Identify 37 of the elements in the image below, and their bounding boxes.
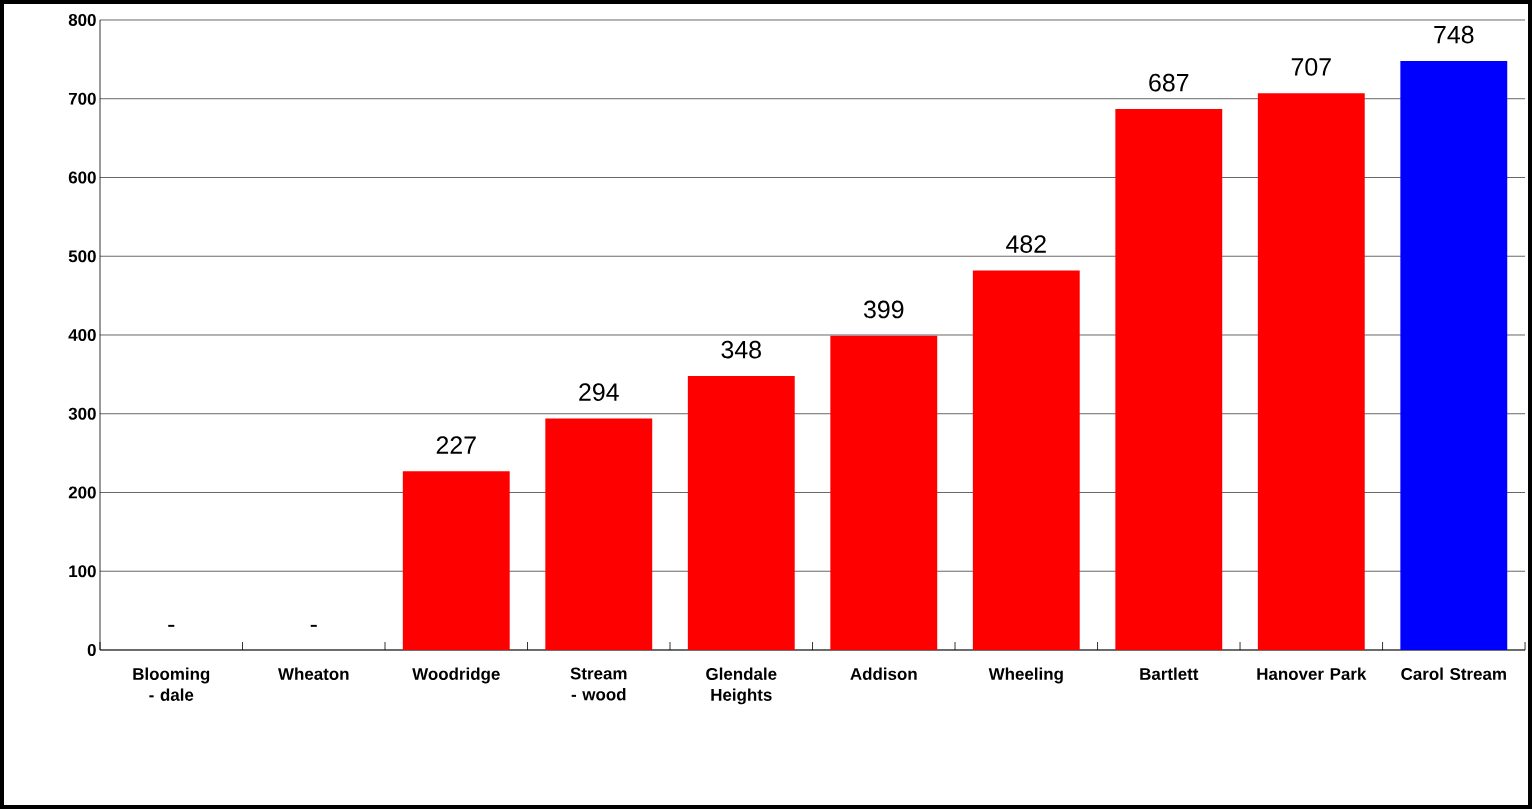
x-tick-label: Woodridge — [412, 667, 500, 684]
bar — [1257, 93, 1365, 650]
y-tick-label: 0 — [87, 644, 96, 656]
data-label: 687 — [1149, 73, 1189, 92]
data-label: 748 — [1434, 25, 1474, 44]
bar — [1400, 60, 1508, 650]
data-label: 294 — [579, 383, 619, 401]
x-tick-label: Glendale Heights — [706, 667, 777, 705]
y-tick-label: 100 — [69, 565, 96, 578]
bar — [830, 335, 938, 650]
data-label: - — [168, 624, 175, 627]
y-tick-label: 800 — [68, 13, 96, 26]
bar — [402, 471, 510, 650]
x-tick-label: Addison — [850, 667, 917, 680]
x-tick-label: Carol Stream — [1401, 667, 1506, 680]
bar — [687, 375, 795, 650]
y-tick-label: 700 — [68, 92, 96, 105]
x-tick-label: Wheaton — [278, 667, 349, 680]
x-tick-label: Bartlett — [1140, 667, 1199, 680]
x-tick-label: Stream - wood — [570, 667, 627, 701]
data-label: 399 — [863, 300, 904, 319]
y-tick-label: 200 — [68, 486, 96, 499]
bar — [972, 270, 1080, 650]
data-label: - — [310, 624, 317, 627]
bar — [1115, 108, 1223, 650]
y-tick-label: 500 — [68, 250, 96, 263]
data-label: 227 — [436, 436, 476, 454]
data-label: 482 — [1006, 235, 1046, 253]
y-tick-label: 300 — [68, 407, 96, 420]
x-tick-label: Wheeling — [988, 667, 1063, 684]
data-label: 348 — [721, 340, 761, 359]
data-label: 707 — [1291, 58, 1331, 76]
x-tick-label: Blooming - dale — [133, 667, 210, 701]
y-tick-label: 600 — [68, 171, 96, 184]
x-tick-label: Hanover Park — [1257, 667, 1367, 680]
y-tick-label: 400 — [68, 328, 96, 341]
bar — [545, 418, 653, 650]
